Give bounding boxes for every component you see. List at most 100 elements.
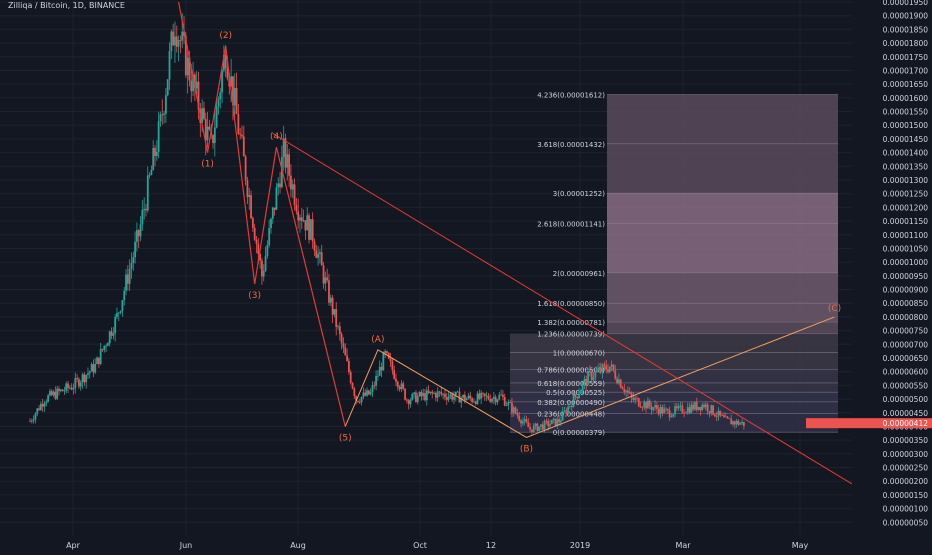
candle-body — [413, 392, 416, 394]
candle-body — [373, 385, 376, 387]
candle-body — [643, 402, 646, 408]
candle-body — [688, 407, 691, 413]
candle-body — [68, 387, 71, 389]
candle-body — [154, 147, 156, 157]
price-tick-label: 0.00000800 — [883, 313, 929, 322]
candle-body — [712, 405, 714, 415]
candle-body — [703, 404, 705, 408]
candle-body — [656, 405, 658, 409]
price-tick-label: 0.00000200 — [883, 477, 929, 486]
candle-body — [670, 416, 673, 418]
candle-body — [668, 410, 671, 418]
candle-body — [163, 113, 165, 116]
candle-body — [520, 420, 522, 424]
candle-body — [241, 134, 243, 137]
candle-body — [141, 210, 144, 225]
candle-body — [630, 392, 633, 398]
candle-body — [411, 393, 414, 400]
candle-body — [458, 391, 461, 403]
price-tick-label: 0.00001600 — [883, 94, 929, 103]
candle-body — [184, 35, 187, 76]
candle-body — [608, 366, 611, 373]
fib-band — [607, 303, 838, 323]
candle-body — [505, 405, 508, 406]
candle-body — [598, 368, 600, 371]
price-tick-label: 0.00000950 — [883, 272, 929, 281]
candle-body — [554, 418, 557, 426]
wave-label: (4) — [270, 132, 283, 142]
candle-body — [270, 218, 272, 229]
candle-body — [81, 374, 84, 383]
candle-body — [607, 369, 609, 373]
candle-body — [503, 396, 506, 406]
price-tick-label: 0.00000900 — [883, 286, 929, 295]
candle-body — [284, 138, 287, 168]
candle-body — [242, 136, 245, 157]
candle-body — [536, 423, 539, 431]
candle-body — [271, 207, 274, 219]
candle-body — [261, 260, 263, 277]
elliott-waves[interactable]: (1) (2) (3) (4) (5) (A) (B) (C) — [177, 1, 853, 485]
price-tick-label: 0.00001350 — [883, 162, 929, 171]
candle-body — [137, 230, 140, 237]
candle-body — [280, 156, 283, 188]
candle-body — [409, 399, 412, 405]
candle-body — [139, 224, 142, 237]
candle-body — [155, 151, 158, 157]
candle-body — [659, 407, 662, 415]
candle-body — [483, 393, 486, 396]
candle-body — [610, 364, 613, 367]
fib-level-label: 0.236(0.00000448) — [537, 410, 605, 418]
fibonacci-extension[interactable]: 4.236(0.00001612) 3.618(0.00001432) 3(0.00… — [510, 92, 838, 438]
candle-body — [498, 394, 501, 400]
candle-body — [634, 398, 637, 401]
price-tick-label: 0.00001250 — [883, 190, 929, 199]
candle-body — [197, 81, 200, 110]
candle-body — [145, 208, 147, 211]
time-axis[interactable]: Apr Jun Aug Oct 12 2019 Mar May — [0, 538, 932, 550]
candle-body — [290, 175, 292, 190]
candle-body — [92, 364, 95, 373]
candle-body — [563, 410, 566, 412]
candle-body — [38, 408, 40, 411]
candle-body — [183, 31, 185, 36]
candle-body — [174, 36, 176, 46]
candle-body — [250, 195, 252, 219]
candle-body — [159, 114, 162, 122]
candle-body — [692, 404, 695, 410]
price-tick-label: 0.00001900 — [883, 12, 929, 21]
price-tick-label: 0.00001200 — [883, 203, 929, 212]
candle-body — [275, 187, 278, 210]
candle-body — [723, 415, 725, 418]
candle-body — [674, 406, 676, 415]
fib-level-label: 3(0.00001252) — [553, 190, 605, 198]
candle-body — [704, 404, 707, 408]
candle-body — [299, 217, 301, 221]
time-tick-label: May — [792, 541, 809, 550]
candle-body — [665, 408, 667, 410]
candle-body — [251, 218, 254, 228]
candle-body — [215, 106, 218, 128]
candle-body — [572, 394, 575, 408]
candle-body — [724, 416, 727, 418]
candle-body — [177, 40, 180, 47]
candle-body — [268, 228, 271, 246]
candle-body — [309, 219, 312, 240]
candle-body — [83, 374, 86, 383]
candle-body — [237, 113, 240, 134]
candle-body — [429, 391, 432, 393]
candle-body — [480, 392, 483, 399]
candle-body — [556, 419, 559, 426]
price-axis[interactable]: 0.00001950 0.00001900 0.00001850 0.00001800… — [806, 0, 932, 550]
candle-body — [201, 108, 204, 123]
candle-body — [415, 392, 417, 403]
candle-body — [739, 423, 742, 425]
candle-body — [550, 419, 553, 425]
candle-body — [502, 394, 504, 397]
candle-body — [489, 399, 492, 402]
candle-body — [442, 393, 445, 395]
candle-body — [375, 376, 377, 386]
candle-body — [349, 372, 352, 383]
